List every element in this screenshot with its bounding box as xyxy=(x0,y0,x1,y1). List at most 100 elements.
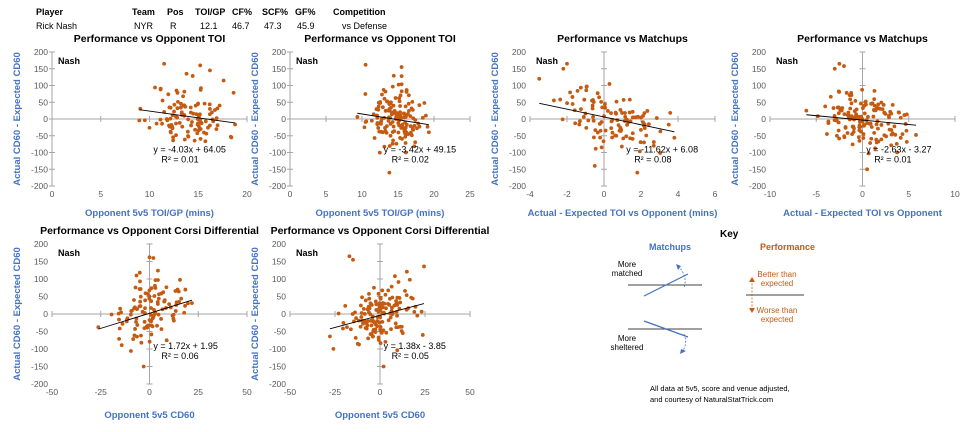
data-point xyxy=(893,132,898,137)
data-point xyxy=(213,108,217,112)
data-point xyxy=(625,122,629,127)
data-point xyxy=(633,115,638,120)
data-point xyxy=(851,124,856,129)
data-point xyxy=(382,301,387,306)
data-point xyxy=(207,106,212,111)
data-point xyxy=(353,335,358,340)
data-point xyxy=(138,279,142,284)
data-point xyxy=(117,326,122,331)
data-point xyxy=(336,311,341,316)
data-point xyxy=(172,102,177,107)
y-axis-label: Actual CD60 - Expected CD60 xyxy=(12,247,23,381)
trend-line xyxy=(539,102,675,133)
data-point xyxy=(183,303,187,308)
data-point xyxy=(859,114,863,119)
data-point xyxy=(900,132,905,137)
x-axis-label: Opponent 5v5 CD60 xyxy=(104,410,194,421)
data-point xyxy=(598,128,603,133)
data-point xyxy=(578,85,583,90)
data-point xyxy=(173,309,178,313)
data-point xyxy=(863,99,868,104)
data-point xyxy=(889,132,894,137)
data-point xyxy=(391,73,396,78)
key-performance-label: Performance xyxy=(760,242,816,252)
data-point xyxy=(376,104,381,109)
data-point xyxy=(403,288,407,293)
data-point xyxy=(836,128,841,133)
data-point xyxy=(328,334,332,339)
y-tick-label: 100 xyxy=(512,81,526,91)
data-point xyxy=(887,127,892,132)
data-point xyxy=(886,113,891,118)
data-point xyxy=(359,311,364,315)
data-point xyxy=(582,97,587,102)
data-point xyxy=(171,138,176,143)
data-point xyxy=(393,96,398,100)
data-point xyxy=(595,130,600,135)
data-point xyxy=(134,319,138,324)
chart-title: Performance vs Opponent Corsi Differenti… xyxy=(271,225,490,237)
data-point xyxy=(618,129,623,133)
y-tick-label: -50 xyxy=(36,327,49,337)
chart-opponent-corsi-1: Performance vs Opponent Corsi Differenti… xyxy=(10,222,259,422)
x-tick-label: 20 xyxy=(429,189,439,199)
data-point xyxy=(407,109,411,113)
data-point xyxy=(138,294,143,299)
data-point xyxy=(157,292,161,297)
chart-opponent-toi-2: Performance vs Opponent TOI -200 -150 -100 -… xyxy=(248,30,478,220)
trend-line xyxy=(806,114,917,126)
data-point xyxy=(369,318,373,323)
y-tick-label: 200 xyxy=(34,239,48,249)
data-point xyxy=(171,312,176,317)
data-point xyxy=(366,310,371,315)
x-axis-label: Actual - Expected TOI vs Opponent (mins) xyxy=(528,208,718,219)
key-arrow-matched xyxy=(677,265,686,289)
data-point xyxy=(879,123,884,127)
player-name: Nash xyxy=(776,56,798,66)
data-point xyxy=(194,112,199,117)
data-point xyxy=(366,304,371,309)
data-point xyxy=(654,116,659,120)
x-tick-label: 0 xyxy=(147,387,152,397)
data-point xyxy=(149,313,153,317)
data-point xyxy=(155,323,159,328)
data-point xyxy=(376,107,381,112)
y-tick-label: -50 xyxy=(274,327,287,337)
data-point xyxy=(383,339,388,344)
data-point xyxy=(178,277,182,282)
data-point xyxy=(581,114,586,119)
data-point xyxy=(904,128,909,133)
y-tick-label: -200 xyxy=(31,181,48,191)
trend-equation: y = 1.72x + 1.95 xyxy=(153,341,218,351)
data-point xyxy=(195,131,200,136)
data-point xyxy=(406,93,411,98)
data-point xyxy=(364,119,369,124)
data-point xyxy=(390,84,395,89)
data-point xyxy=(376,100,381,105)
data-point xyxy=(381,305,385,310)
data-point xyxy=(207,112,212,117)
data-point xyxy=(853,99,858,103)
data-point xyxy=(415,313,420,318)
data-point xyxy=(837,61,842,66)
trend-equation: y = -3.42x + 49.15 xyxy=(384,145,457,155)
data-point xyxy=(609,119,614,124)
data-point xyxy=(384,306,388,311)
chart-title: Performance vs Opponent TOI xyxy=(304,33,456,45)
data-point xyxy=(400,122,405,127)
data-point xyxy=(630,131,635,136)
data-point xyxy=(396,82,401,87)
data-point xyxy=(624,134,629,139)
data-point xyxy=(395,313,399,318)
y-tick-label: 100 xyxy=(34,81,48,91)
data-point xyxy=(373,299,378,304)
data-point xyxy=(618,107,623,112)
x-tick-label: 0 xyxy=(288,189,293,199)
data-point xyxy=(894,141,899,146)
data-point xyxy=(400,125,405,130)
data-point xyxy=(380,92,384,97)
data-point xyxy=(155,300,160,304)
data-point xyxy=(172,109,176,114)
key-line-matched xyxy=(643,273,689,297)
data-point xyxy=(861,132,866,136)
